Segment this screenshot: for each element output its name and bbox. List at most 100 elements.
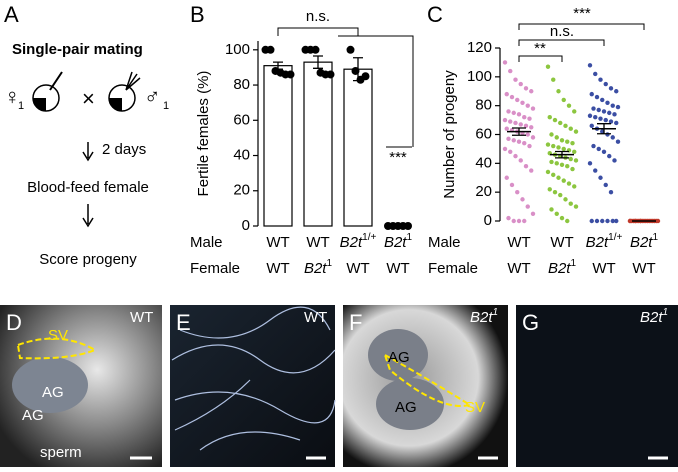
y-tick-label: 80 — [233, 76, 250, 93]
genotype: B2t1 — [470, 307, 498, 326]
data-point — [522, 140, 527, 146]
y-tick-label: 20 — [475, 183, 492, 200]
data-point — [561, 146, 566, 152]
data-point — [551, 77, 556, 82]
sv-label: SV — [465, 399, 485, 416]
x-tick-label: WT — [507, 234, 530, 251]
data-point — [589, 123, 594, 129]
genotype: WT — [304, 309, 327, 326]
y-tick-label: 120 — [467, 39, 492, 56]
data-point — [610, 218, 615, 224]
data-point — [572, 149, 577, 154]
data-point — [601, 149, 607, 154]
data-point — [558, 192, 563, 198]
data-point — [605, 100, 610, 105]
gland — [368, 329, 428, 381]
data-point — [515, 97, 520, 103]
data-point — [511, 110, 516, 116]
ag-label: AG — [22, 407, 44, 424]
data-point — [504, 91, 509, 97]
row-label: Female — [428, 260, 478, 277]
data-point — [556, 175, 561, 180]
x-tick-label: WT — [266, 260, 289, 277]
data-point — [554, 211, 559, 216]
data-point — [506, 136, 511, 142]
data-point — [502, 60, 508, 65]
photo — [516, 305, 678, 467]
sperm-label: sperm — [40, 444, 82, 461]
data-point — [523, 123, 529, 129]
data-point — [627, 218, 633, 224]
data-point — [558, 120, 563, 126]
data-point — [516, 112, 522, 117]
data-point — [554, 161, 559, 166]
data-point — [351, 66, 360, 75]
data-point — [506, 109, 511, 114]
error-bar — [555, 150, 569, 159]
y-tick-label: 40 — [475, 154, 492, 171]
data-point — [551, 172, 556, 178]
error-bar — [313, 55, 323, 69]
data-point — [615, 139, 621, 144]
bar — [303, 61, 333, 227]
significance-label: n.s. — [550, 23, 574, 40]
data-point — [573, 129, 579, 134]
significance-bracket — [518, 39, 605, 46]
data-point — [563, 123, 568, 129]
ag-label: AG — [388, 349, 410, 366]
x-tick-label: WT — [346, 260, 369, 277]
icon-sector — [33, 98, 46, 111]
x-tick-label: B2t1/+ — [340, 232, 377, 251]
data-point — [513, 153, 518, 159]
y-tick-label: 40 — [233, 146, 250, 163]
data-point — [589, 218, 594, 224]
cross: × — [82, 86, 95, 111]
ag-label: AG — [42, 384, 64, 401]
x-tick-label: WT — [507, 260, 530, 277]
y-tick-label: 20 — [233, 182, 250, 199]
data-point — [600, 218, 605, 224]
data-point — [509, 94, 515, 100]
data-point — [556, 89, 561, 94]
data-point — [508, 68, 513, 74]
heading: Single-pair mating — [12, 41, 143, 58]
data-point — [566, 103, 572, 108]
data-point — [594, 218, 600, 224]
data-point — [404, 222, 412, 230]
data-point — [551, 143, 556, 149]
x-tick-label: B2t1 — [630, 232, 659, 251]
data-point — [516, 139, 522, 144]
photo-f: F B2t1 AG AG SV — [343, 305, 508, 467]
data-point — [266, 45, 275, 54]
data-point — [502, 146, 508, 152]
data-point — [607, 110, 612, 116]
panel-letter: A — [4, 2, 19, 27]
data-point — [549, 159, 554, 165]
data-point — [552, 117, 558, 123]
data-point — [587, 63, 593, 68]
panel-a: A Single-pair mating ♀ 1 × ♂ 1 2 days Bl… — [4, 2, 169, 268]
data-point — [513, 120, 518, 126]
data-point — [565, 164, 570, 169]
data-point — [530, 211, 536, 216]
sperm-strands — [171, 306, 336, 451]
data-point — [601, 109, 607, 114]
data-point — [509, 182, 515, 188]
data-point — [573, 158, 579, 163]
data-point — [603, 81, 608, 87]
data-point — [506, 215, 511, 221]
significance-bracket — [518, 23, 645, 30]
x-tick-label: B2t1/+ — [586, 232, 623, 251]
data-point — [311, 45, 320, 54]
data-point — [545, 169, 551, 175]
data-point — [568, 201, 573, 206]
y-tick-label: 60 — [233, 111, 250, 128]
icon-sector — [109, 98, 122, 111]
data-point — [614, 89, 619, 94]
data-point — [518, 158, 523, 163]
data-point — [522, 218, 527, 224]
photo-g: G B2t1 — [516, 305, 678, 467]
data-point — [655, 218, 661, 224]
ag-label: AG — [395, 399, 417, 416]
gland — [12, 357, 88, 413]
